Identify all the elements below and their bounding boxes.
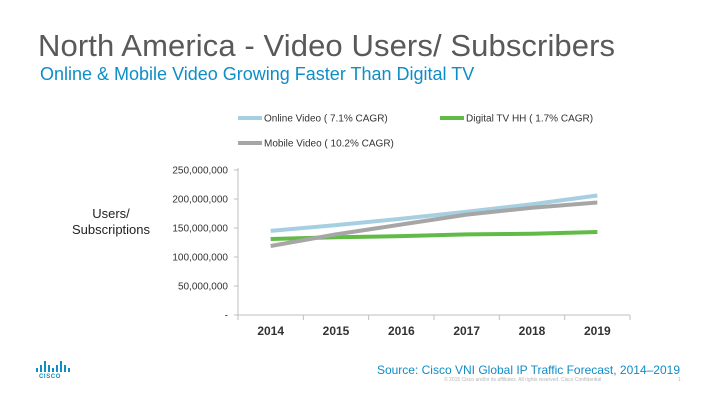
y-tick-label: 100,000,000 xyxy=(172,253,228,264)
online-video-line xyxy=(270,193,598,233)
x-tick-label: 2015 xyxy=(323,324,350,338)
slide-title: North America - Video Users/ Subscribers xyxy=(38,28,616,63)
page-number: 1 xyxy=(678,377,681,383)
slide-subtitle: Online & Mobile Video Growing Faster Tha… xyxy=(40,64,475,84)
legend-mobile-video-label: Mobile Video ( 10.2% CAGR) xyxy=(264,139,394,150)
source-note: Source: Cisco VNI Global IP Traffic Fore… xyxy=(376,363,680,377)
cisco-logo-text: CISCO xyxy=(39,374,62,380)
y-tick-label: 200,000,000 xyxy=(172,195,228,206)
y-tick-label: 150,000,000 xyxy=(172,224,228,235)
x-tick-label: 2017 xyxy=(453,324,480,338)
y-axis-label: Users/ Subscriptions xyxy=(71,206,151,237)
x-tick-label: 2019 xyxy=(584,324,611,338)
x-tick-label: 2016 xyxy=(388,324,415,338)
y-tick-label: 50,000,000 xyxy=(178,282,228,293)
cisco-bars-icon xyxy=(36,361,70,372)
y-tick-label: 250,000,000 xyxy=(172,166,228,177)
legend-online-video-label: Online Video ( 7.1% CAGR) xyxy=(264,114,388,125)
x-tick-label: 2014 xyxy=(257,324,284,338)
y-tick-label: - xyxy=(225,311,228,322)
legend-digital-tv-label: Digital TV HH ( 1.7% CAGR) xyxy=(466,114,593,125)
mobile-video-line xyxy=(270,200,598,248)
cisco-logo: CISCO xyxy=(34,361,74,385)
copyright-footer: © 2015 Cisco and/or its affiliates. All … xyxy=(444,377,602,383)
x-tick-label: 2018 xyxy=(519,324,546,338)
